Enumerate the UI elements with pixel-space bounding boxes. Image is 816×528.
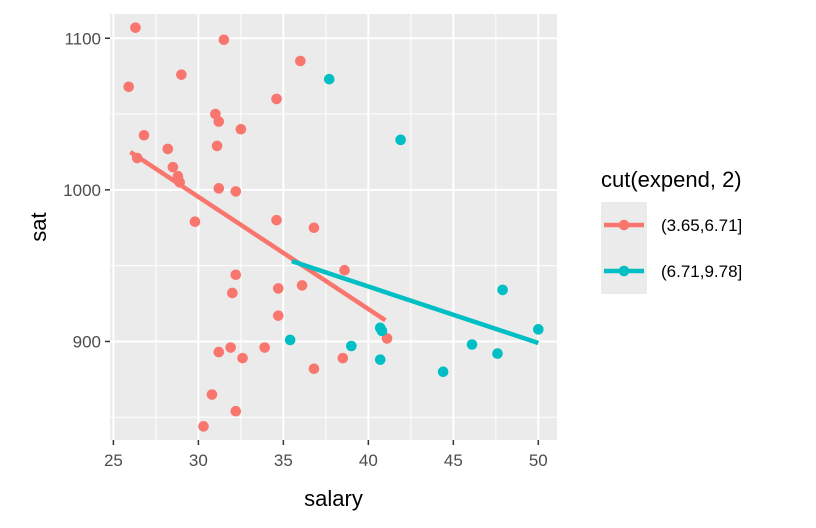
data-point — [235, 123, 247, 135]
data-point — [492, 348, 503, 359]
data-point — [211, 140, 223, 152]
data-point — [308, 222, 320, 234]
data-point — [296, 280, 308, 291]
data-point — [213, 183, 225, 194]
data-point — [123, 81, 134, 93]
data-point — [533, 324, 544, 335]
data-point — [230, 405, 242, 417]
x-tick-label: 35 — [274, 451, 293, 470]
data-point — [376, 325, 388, 337]
data-point — [213, 346, 225, 358]
x-axis-title: salary — [304, 486, 363, 511]
axes: 25 30 35 40 45 50 900 1000 1100 — [63, 29, 548, 470]
data-point — [284, 334, 296, 346]
data-point — [167, 161, 179, 173]
data-point — [230, 186, 242, 197]
data-point — [271, 214, 282, 226]
data-point — [259, 342, 270, 353]
data-point — [131, 152, 143, 164]
legend-title: cut(expend, 2) — [601, 167, 742, 192]
data-point — [189, 216, 201, 227]
fit-line — [291, 258, 540, 346]
data-point — [225, 342, 236, 353]
y-tick-label: 1100 — [64, 29, 101, 48]
legend-key-point — [618, 265, 630, 277]
data-point — [138, 129, 150, 141]
y-axis-title: sat — [26, 212, 51, 241]
legend: (3.65,6.71] (6.71,9.78] — [601, 202, 742, 294]
data-point — [130, 22, 141, 33]
data-point — [295, 55, 306, 67]
data-point — [198, 421, 209, 432]
data-points — [123, 22, 544, 432]
x-tick-label: 25 — [104, 451, 123, 470]
data-point — [437, 366, 449, 378]
data-point — [174, 176, 185, 188]
y-tick-label: 900 — [73, 332, 101, 351]
legend-label: (3.65,6.71] — [661, 216, 742, 235]
data-point — [497, 284, 508, 296]
data-point — [346, 340, 357, 352]
data-point — [176, 69, 187, 80]
data-point — [272, 283, 284, 294]
panel-background — [110, 14, 557, 440]
data-point — [213, 116, 225, 127]
data-point — [374, 354, 386, 365]
data-point — [337, 352, 349, 364]
data-point — [230, 269, 242, 281]
x-tick-label: 30 — [189, 451, 208, 470]
data-point — [323, 73, 335, 85]
legend-label: (6.71,9.78] — [661, 262, 742, 281]
data-point — [162, 143, 174, 155]
fit-lines — [129, 150, 540, 346]
legend-key-point — [618, 219, 630, 231]
x-tick-label: 45 — [444, 451, 463, 470]
data-point — [218, 34, 230, 46]
data-point — [381, 333, 393, 344]
data-point — [308, 363, 320, 375]
data-point — [466, 339, 478, 350]
y-tick-label: 1000 — [63, 181, 101, 200]
data-point — [271, 93, 282, 105]
data-point — [227, 287, 238, 299]
data-point — [206, 389, 218, 400]
data-point — [395, 134, 406, 146]
data-point — [272, 310, 284, 321]
x-tick-label: 40 — [359, 451, 378, 470]
data-point — [339, 264, 350, 276]
x-tick-label: 50 — [529, 451, 548, 470]
fit-line — [129, 150, 387, 323]
data-point — [237, 352, 248, 364]
